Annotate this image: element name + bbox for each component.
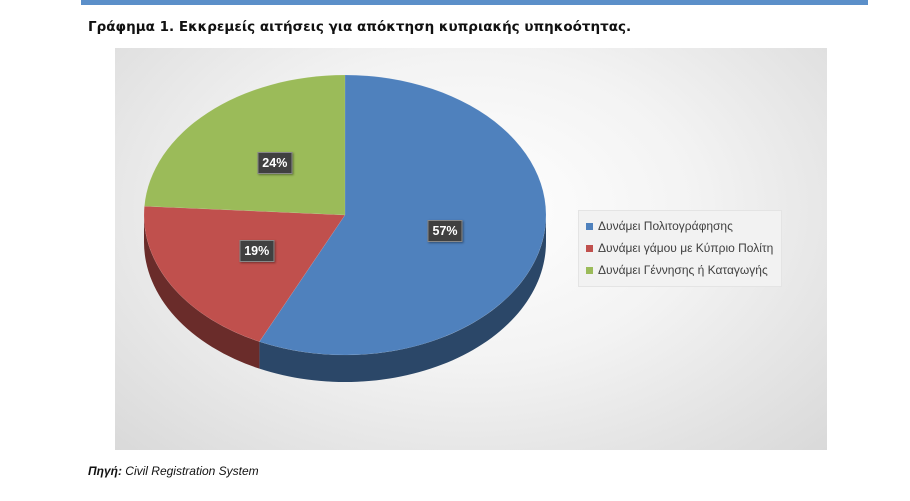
pie-chart [143, 74, 547, 382]
pie-side-0 [259, 215, 546, 382]
pie-side-1 [144, 215, 260, 369]
legend-swatch [586, 222, 593, 230]
legend-item-birth-descent: Δυνάμει Γέννησης ή Καταγωγής [586, 259, 773, 281]
legend-label: Δυνάμει Γέννησης ή Καταγωγής [598, 263, 768, 277]
source-value: Civil Registration System [125, 464, 259, 478]
pie-slice-2 [144, 74, 346, 216]
legend-label: Δυνάμει Πολιτογράφησης [598, 219, 733, 233]
data-label-1: 19% [239, 240, 275, 263]
source-note: Πηγή: Civil Registration System [88, 464, 259, 478]
legend-item-marriage: Δυνάμει γάμου με Κύπριο Πολίτη [586, 237, 773, 259]
top-rule [81, 0, 868, 5]
chart-title: Γράφημα 1. Εκκρεμείς αιτήσεις για απόκτη… [88, 19, 632, 35]
pie-slices [143, 74, 547, 356]
legend-item-naturalization: Δυνάμει Πολιτογράφησης [586, 215, 773, 237]
pie-slice-0 [259, 74, 547, 356]
data-label-2: 24% [257, 151, 293, 174]
legend-swatch [586, 244, 593, 252]
chart-legend: Δυνάμει Πολιτογράφησης Δυνάμει γάμου με … [578, 210, 783, 287]
pie-side-walls [144, 215, 546, 382]
pie-slice-1 [143, 205, 346, 342]
data-label-0: 57% [427, 219, 463, 242]
source-label: Πηγή: [88, 464, 122, 478]
chart-area: 57% 19% 24% Δυνάμει Πολιτογράφησης Δυνάμει… [115, 48, 827, 450]
legend-label: Δυνάμει γάμου με Κύπριο Πολίτη [598, 241, 774, 255]
legend-swatch [586, 266, 593, 274]
